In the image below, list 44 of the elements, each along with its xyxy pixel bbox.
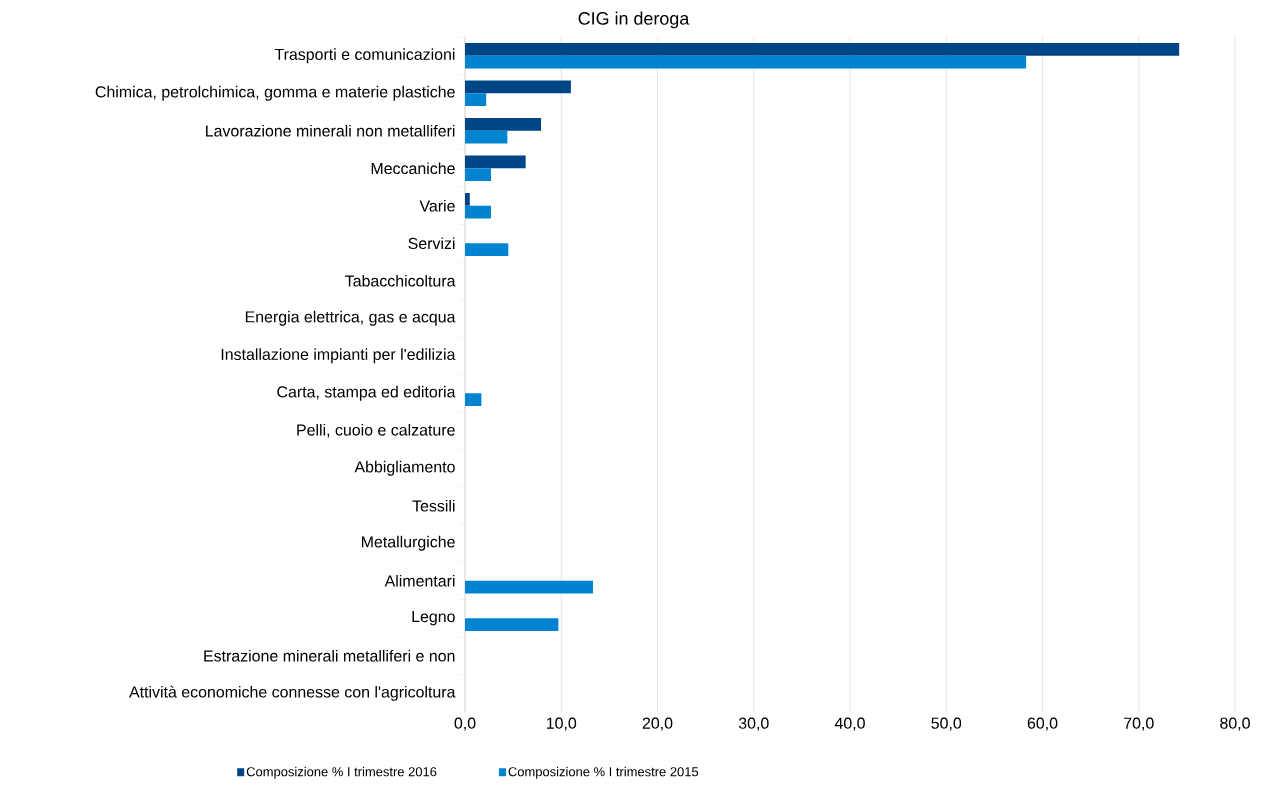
bar	[465, 93, 487, 106]
bar	[465, 205, 491, 219]
y-tick-label: Varie	[419, 199, 455, 212]
x-tick-label: 60,0	[1027, 717, 1058, 731]
x-tick-label: 70,0	[1124, 717, 1154, 731]
x-tick-label: 0,0	[454, 717, 476, 731]
y-tick-label: Legno	[412, 611, 455, 626]
y-tick-label: Chimica, petrolchimica, gomma e materie plastiche	[95, 85, 455, 101]
bar	[465, 580, 594, 594]
x-tick-label: 40,0	[834, 717, 865, 731]
y-tick-label: Attività economiche connesse con l'agricoltura	[129, 685, 456, 701]
x-tick-label: 50,0	[931, 717, 962, 731]
y-tick-label: Servizi	[408, 237, 455, 250]
chart-title: CIG in deroga	[578, 11, 690, 29]
y-tick-label: Pelli, cuoio e calzature	[297, 423, 455, 438]
bar	[465, 393, 482, 406]
legend-label: Composizione % I trimestre 2015	[508, 766, 699, 779]
y-tick-label: Estrazione minerali metalliferi e non	[204, 649, 455, 662]
bar	[465, 618, 559, 631]
y-tick-label: Alimentari	[384, 574, 455, 587]
x-tick-label: 80,0	[1220, 717, 1250, 731]
legend-label: Composizione % I trimestre 2016	[246, 766, 437, 779]
bar	[465, 117, 542, 131]
bar	[465, 192, 470, 206]
bar	[465, 168, 491, 181]
y-tick-label: Meccaniche	[371, 162, 455, 175]
x-tick-label: 30,0	[738, 717, 769, 731]
bar	[465, 130, 508, 144]
y-tick-label: Installazione impianti per l'edilizia	[221, 348, 456, 364]
y-tick-label: Lavorazione minerali non metalliferi	[206, 124, 455, 137]
y-tick-label: Carta, stampa ed editoria	[277, 385, 456, 401]
y-tick-label: Energia elettrica, gas e acqua	[245, 310, 456, 326]
bar	[465, 42, 1180, 56]
x-tick-label: 10,0	[546, 717, 577, 731]
y-tick-label: Abbigliamento	[354, 460, 455, 476]
bar	[465, 55, 1027, 69]
bar	[465, 243, 509, 256]
bar	[465, 155, 526, 169]
y-tick-label: Tessili	[412, 499, 455, 512]
x-tick-label: 20,0	[642, 717, 673, 731]
y-tick-label: Trasporti e comunicazioni	[274, 48, 455, 64]
y-tick-label: Metallurgiche	[362, 535, 455, 551]
bar	[465, 80, 571, 94]
y-tick-label: Tabacchicoltura	[345, 274, 456, 287]
